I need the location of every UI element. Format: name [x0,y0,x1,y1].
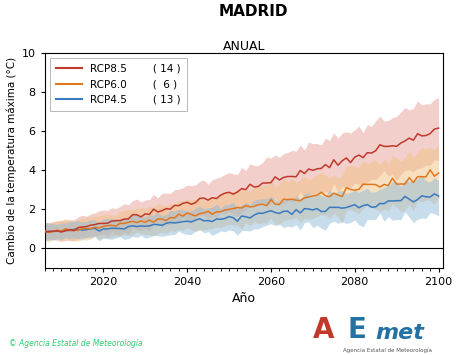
Text: E: E [347,316,365,344]
X-axis label: Año: Año [231,293,255,305]
Text: met: met [374,323,423,343]
Text: MADRID: MADRID [218,4,287,18]
Text: A: A [312,316,334,344]
Y-axis label: Cambio de la temperatura máxima (°C): Cambio de la temperatura máxima (°C) [7,57,17,264]
Text: © Agencia Estatal de Meteorología: © Agencia Estatal de Meteorología [9,339,142,348]
Title: ANUAL: ANUAL [222,39,264,53]
Text: Agencia Estatal de Meteorología: Agencia Estatal de Meteorología [342,348,431,353]
Legend: RCP8.5        ( 14 ), RCP6.0        (  6 ), RCP4.5        ( 13 ): RCP8.5 ( 14 ), RCP6.0 ( 6 ), RCP4.5 ( 13… [50,58,187,111]
